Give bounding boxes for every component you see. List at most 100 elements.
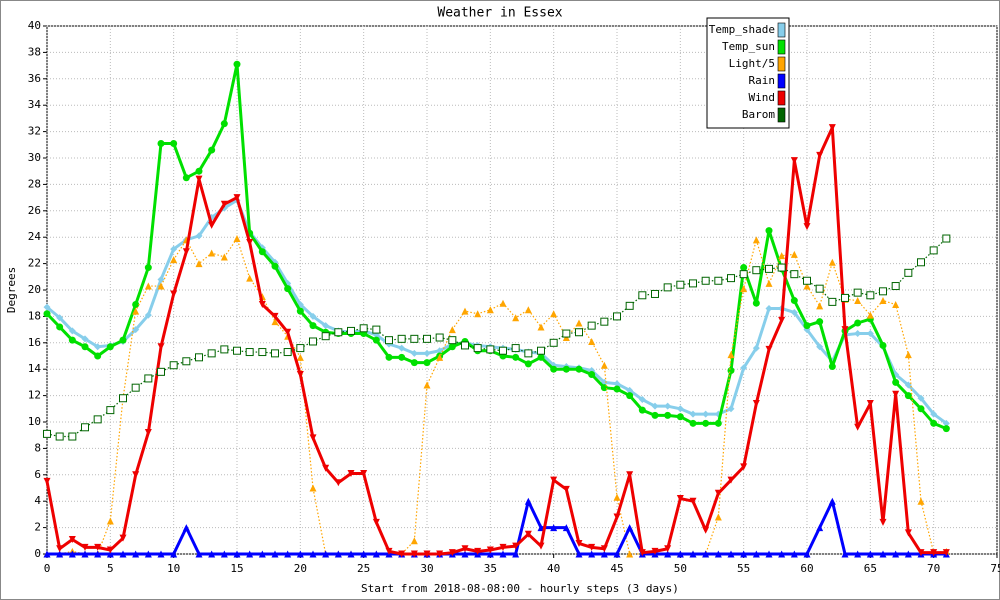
marker bbox=[879, 550, 887, 558]
y-tick-label: 20 bbox=[28, 283, 41, 296]
marker bbox=[550, 310, 558, 318]
marker bbox=[81, 550, 89, 558]
marker bbox=[474, 310, 482, 318]
marker bbox=[727, 274, 735, 283]
marker bbox=[816, 151, 824, 159]
marker bbox=[220, 253, 228, 261]
marker bbox=[740, 550, 748, 558]
marker bbox=[309, 550, 317, 558]
marker bbox=[208, 221, 216, 229]
x-tick-label: 65 bbox=[864, 562, 877, 575]
marker bbox=[664, 411, 672, 419]
marker bbox=[600, 550, 608, 558]
marker bbox=[499, 543, 507, 551]
marker bbox=[94, 343, 102, 351]
legend-swatch bbox=[777, 107, 786, 123]
marker bbox=[144, 374, 153, 383]
marker bbox=[182, 524, 190, 532]
marker bbox=[94, 543, 102, 551]
marker bbox=[854, 297, 862, 305]
marker bbox=[727, 405, 735, 413]
marker bbox=[904, 351, 912, 359]
marker bbox=[790, 157, 798, 165]
marker bbox=[473, 344, 482, 353]
marker bbox=[448, 336, 457, 345]
marker bbox=[549, 338, 558, 347]
marker bbox=[524, 530, 532, 538]
marker bbox=[233, 346, 241, 355]
marker bbox=[94, 352, 102, 360]
marker bbox=[157, 367, 165, 376]
marker bbox=[360, 550, 368, 558]
x-tick-label: 70 bbox=[927, 562, 940, 575]
marker bbox=[879, 297, 887, 305]
y-axis-label: Degrees bbox=[5, 267, 18, 313]
marker bbox=[170, 290, 178, 298]
marker bbox=[246, 238, 254, 246]
marker bbox=[917, 394, 925, 402]
marker bbox=[461, 307, 469, 315]
marker bbox=[588, 370, 596, 378]
marker bbox=[664, 402, 672, 410]
marker bbox=[461, 545, 469, 553]
marker bbox=[917, 549, 925, 557]
marker bbox=[676, 413, 684, 421]
marker bbox=[929, 246, 938, 255]
marker bbox=[119, 336, 127, 344]
marker bbox=[892, 550, 900, 558]
marker bbox=[43, 477, 51, 485]
marker bbox=[106, 550, 114, 558]
marker bbox=[170, 245, 178, 253]
marker bbox=[803, 282, 811, 290]
marker bbox=[271, 550, 279, 558]
x-tick-label: 20 bbox=[294, 562, 307, 575]
marker bbox=[360, 469, 368, 477]
marker bbox=[727, 367, 735, 375]
legend-swatch bbox=[777, 73, 786, 89]
marker bbox=[752, 400, 760, 408]
marker bbox=[879, 518, 887, 526]
marker bbox=[208, 550, 216, 558]
marker bbox=[55, 432, 64, 441]
marker bbox=[220, 550, 228, 558]
marker bbox=[43, 303, 51, 311]
x-tick-label: 60 bbox=[800, 562, 813, 575]
legend-label: Rain bbox=[749, 74, 776, 87]
marker bbox=[246, 274, 254, 282]
marker bbox=[448, 549, 456, 557]
marker bbox=[702, 550, 710, 558]
marker bbox=[816, 302, 824, 310]
marker bbox=[613, 312, 621, 321]
marker bbox=[94, 550, 102, 558]
marker bbox=[866, 311, 874, 319]
marker bbox=[106, 406, 115, 415]
marker bbox=[296, 550, 304, 558]
marker bbox=[550, 365, 558, 373]
marker bbox=[448, 343, 456, 351]
marker bbox=[930, 549, 938, 557]
marker bbox=[512, 314, 520, 322]
marker bbox=[309, 484, 317, 492]
marker bbox=[321, 332, 330, 341]
marker bbox=[144, 282, 152, 290]
marker bbox=[841, 293, 849, 302]
series-line bbox=[45, 126, 947, 556]
marker bbox=[157, 139, 165, 147]
marker bbox=[588, 543, 596, 551]
x-tick-label: 40 bbox=[547, 562, 560, 575]
marker bbox=[283, 348, 292, 357]
marker bbox=[68, 550, 76, 558]
marker bbox=[435, 333, 444, 342]
marker bbox=[790, 250, 798, 258]
marker bbox=[740, 364, 748, 372]
marker bbox=[410, 359, 418, 367]
marker bbox=[81, 543, 89, 551]
marker bbox=[765, 227, 773, 235]
x-tick-label: 50 bbox=[674, 562, 687, 575]
marker bbox=[714, 419, 722, 427]
marker bbox=[511, 344, 520, 353]
marker bbox=[663, 283, 672, 292]
marker bbox=[423, 381, 431, 389]
marker bbox=[676, 280, 685, 289]
marker bbox=[904, 529, 912, 537]
